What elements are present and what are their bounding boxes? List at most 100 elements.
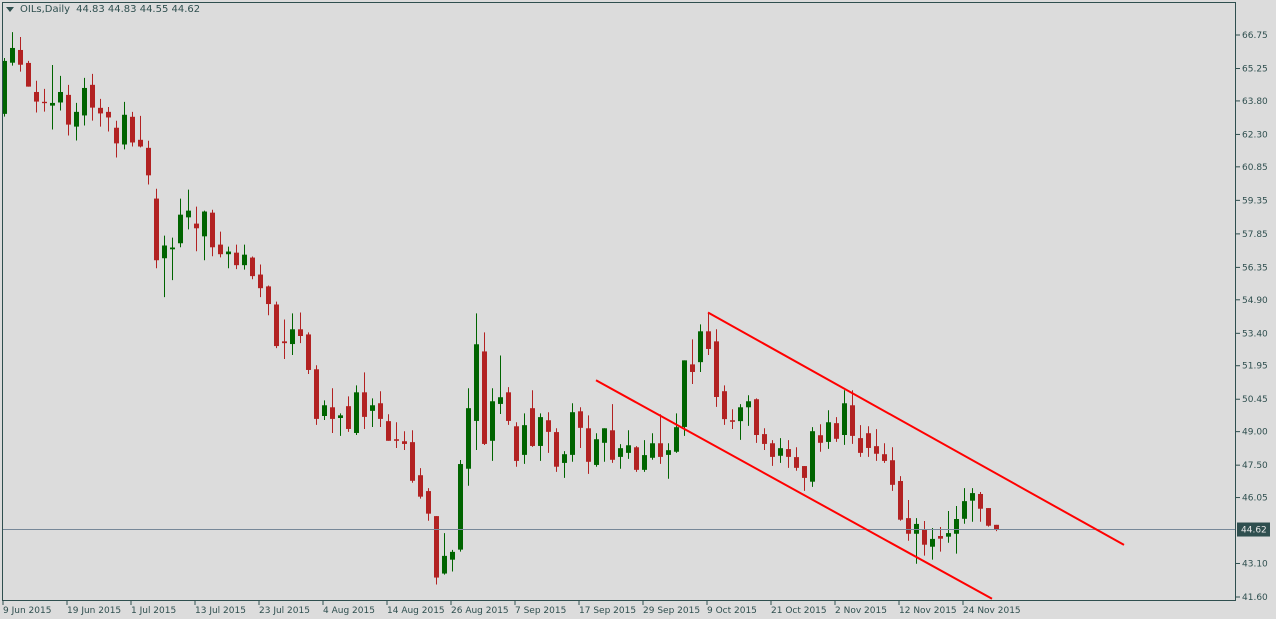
bull-candle <box>186 189 191 230</box>
bear-candle <box>330 388 335 433</box>
bear-candle <box>874 429 879 461</box>
bear-candle <box>722 385 727 425</box>
bear-candle <box>898 476 903 521</box>
x-tick-label: 14 Aug 2015 <box>387 606 445 616</box>
y-tick-label: 60.85 <box>1242 163 1268 173</box>
candle-body <box>2 60 7 114</box>
bear-candle <box>858 425 863 457</box>
candle-body <box>106 111 111 118</box>
candle-body <box>930 538 935 547</box>
bull-candle <box>946 510 951 543</box>
x-tick-label: 29 Sep 2015 <box>643 606 700 616</box>
candle-body <box>786 449 791 457</box>
candle-body <box>866 433 871 448</box>
bear-candle <box>658 414 663 464</box>
candle-body <box>170 247 175 250</box>
y-tick-label: 65.25 <box>1242 65 1268 75</box>
y-tick-label: 49.00 <box>1242 428 1268 438</box>
candle-body <box>554 432 559 467</box>
candle-body <box>546 420 551 432</box>
x-tick-label: 7 Sep 2015 <box>515 606 566 616</box>
candle-body <box>714 341 719 398</box>
candle-body <box>66 94 71 125</box>
bear-candle <box>706 312 711 355</box>
bull-candle <box>842 390 847 445</box>
bull-candle <box>970 488 975 522</box>
bear-candle <box>362 372 367 429</box>
bull-candle <box>58 75 63 111</box>
candle-body <box>530 408 535 446</box>
bear-candle <box>154 188 159 269</box>
candle-body <box>130 116 135 143</box>
y-tick-label: 57.85 <box>1242 230 1268 240</box>
candle-body <box>746 401 751 408</box>
bear-candle <box>410 430 415 483</box>
y-tick-label: 53.40 <box>1242 329 1268 339</box>
x-tick-label: 13 Jul 2015 <box>195 606 246 616</box>
candle-body <box>162 245 167 259</box>
candle-body <box>178 214 183 244</box>
candle-body <box>706 331 711 349</box>
x-tick-label: 12 Nov 2015 <box>899 606 957 616</box>
x-tick-label: 1 Jul 2015 <box>131 606 176 616</box>
candle-body <box>610 430 615 460</box>
candle-body <box>986 508 991 526</box>
triangle-down-icon[interactable] <box>6 7 14 12</box>
candle-body <box>922 529 927 545</box>
candle-body <box>914 523 919 534</box>
candle-body <box>874 446 879 454</box>
bull-candle <box>594 433 599 467</box>
bear-candle <box>250 256 255 280</box>
candle-body <box>794 457 799 468</box>
candle-body <box>946 533 951 537</box>
candle-body <box>186 210 191 218</box>
bull-candle <box>682 360 687 436</box>
x-tick-label: 23 Jul 2015 <box>259 606 310 616</box>
bull-candle <box>450 549 455 572</box>
bear-candle <box>434 516 439 585</box>
candle-body <box>418 475 423 497</box>
candle-body <box>154 198 159 261</box>
candle-body <box>450 551 455 560</box>
bear-candle <box>754 398 759 443</box>
bear-candle <box>98 98 103 127</box>
candle-body <box>626 445 631 453</box>
bull-candle <box>178 198 183 248</box>
current-price-label: 44.62 <box>1241 526 1267 536</box>
bear-candle <box>762 428 767 450</box>
bear-candle <box>194 206 199 252</box>
bull-candle <box>50 64 55 130</box>
bear-candle <box>802 466 807 491</box>
trendlines-layer <box>2 311 1236 600</box>
candle-body <box>666 450 671 455</box>
candle-body <box>738 407 743 422</box>
candle-body <box>882 454 887 461</box>
candle-body <box>386 421 391 441</box>
candle-body <box>682 360 687 427</box>
ohlc-readout: 44.83 44.83 44.55 44.62 <box>76 4 201 15</box>
bear-candle <box>634 446 639 472</box>
bear-candle <box>146 140 151 185</box>
bear-candle <box>938 527 943 552</box>
bear-candle <box>298 312 303 344</box>
time-axis: 9 Jun 2015 19 Jun 2015 1 Jul 2015 13 Jul 20… <box>2 601 1021 616</box>
bear-candle <box>138 115 143 148</box>
x-tick-label: 2 Nov 2015 <box>835 606 887 616</box>
y-tick-label: 41.60 <box>1242 593 1268 603</box>
bear-candle <box>18 37 23 72</box>
candle-body <box>138 139 143 147</box>
bull-candle <box>466 388 471 486</box>
bear-candle <box>130 111 135 147</box>
chart-header: OILs,Daily 44.83 44.83 44.55 44.62 <box>6 4 200 15</box>
trendline <box>707 311 1125 546</box>
x-tick-label: 21 Oct 2015 <box>771 606 827 616</box>
bear-candle <box>850 390 855 444</box>
plot-frame <box>2 2 1236 601</box>
candle-body <box>810 431 815 482</box>
bear-candle <box>418 468 423 499</box>
bull-candle <box>370 398 375 427</box>
candle-body <box>298 329 303 336</box>
trendline <box>595 379 993 600</box>
y-tick-label: 51.95 <box>1242 362 1268 372</box>
